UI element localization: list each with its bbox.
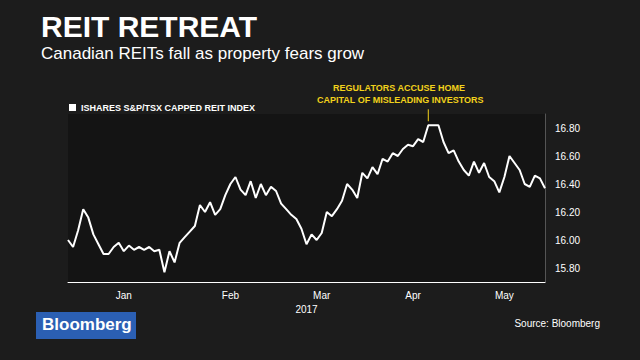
svg-text:16.80: 16.80 <box>555 123 580 134</box>
svg-text:CAPITAL OF MISLEADING INVESTOR: CAPITAL OF MISLEADING INVESTORS <box>317 95 484 105</box>
svg-text:Canadian REITs fall as propert: Canadian REITs fall as property fears gr… <box>41 44 365 63</box>
svg-text:Jan: Jan <box>116 290 132 301</box>
svg-text:May: May <box>495 290 514 301</box>
svg-text:16.20: 16.20 <box>555 207 580 218</box>
svg-text:Source: Bloomberg: Source: Bloomberg <box>514 318 600 329</box>
svg-text:REIT RETREAT: REIT RETREAT <box>41 10 257 43</box>
svg-text:16.60: 16.60 <box>555 151 580 162</box>
svg-text:REGULATORS ACCUSE HOME: REGULATORS ACCUSE HOME <box>333 83 467 93</box>
svg-text:2017: 2017 <box>295 304 318 315</box>
svg-text:Feb: Feb <box>222 290 240 301</box>
svg-text:Bloomberg: Bloomberg <box>42 315 132 334</box>
svg-text:15.80: 15.80 <box>555 263 580 274</box>
svg-text:ISHARES S&P/TSX CAPPED REIT IN: ISHARES S&P/TSX CAPPED REIT INDEX <box>81 103 255 113</box>
svg-text:16.00: 16.00 <box>555 235 580 246</box>
svg-text:Mar: Mar <box>313 290 331 301</box>
svg-text:16.40: 16.40 <box>555 179 580 190</box>
svg-text:Apr: Apr <box>405 290 421 301</box>
